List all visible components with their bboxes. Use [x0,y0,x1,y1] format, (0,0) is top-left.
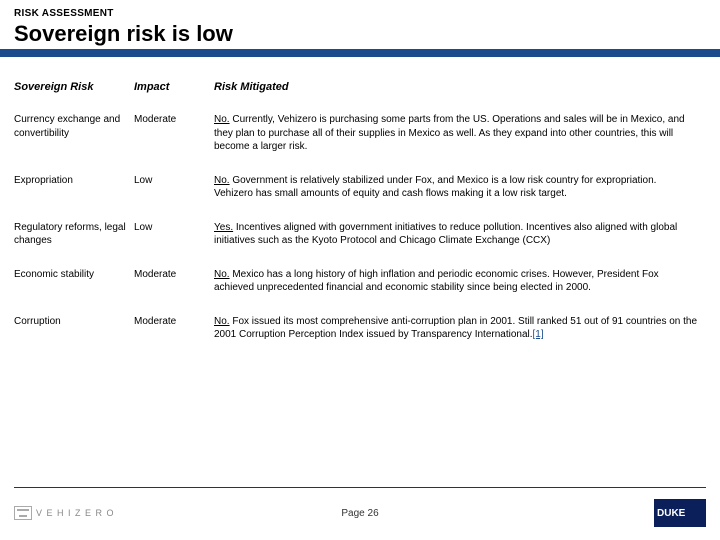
cell-impact: Low [134,211,214,258]
brand-left-text: V E H I Z E R O [36,508,115,518]
col-header-mitigated: Risk Mitigated [214,77,706,103]
cell-mitigated: No. Fox issued its most comprehensive an… [214,305,706,352]
page-title: Sovereign risk is low [14,21,706,47]
cell-impact: Moderate [134,258,214,305]
cell-mitigated: Yes. Incentives aligned with government … [214,211,706,258]
brand-logo-left: V E H I Z E R O [14,506,115,520]
answer-detail: Incentives aligned with government initi… [214,222,677,247]
table-header-row: Sovereign Risk Impact Risk Mitigated [14,77,706,103]
citation-link[interactable]: [1] [533,329,544,340]
answer-detail: Fox issued its most comprehensive anti-c… [214,316,697,341]
answer-detail: Government is relatively stabilized unde… [214,175,656,200]
footer-divider [14,487,706,488]
answer-detail: Mexico has a long history of high inflat… [214,269,659,294]
table-row: Currency exchange and convertibilityMode… [14,103,706,164]
cell-category: Expropriation [14,164,134,211]
answer-label: No. [214,269,230,280]
answer-detail: Currently, Vehizero is purchasing some p… [214,114,685,152]
cell-category: Currency exchange and convertibility [14,103,134,164]
page-number: Page 26 [341,508,378,519]
cell-mitigated: No. Currently, Vehizero is purchasing so… [214,103,706,164]
brand-logo-right: DUKE [654,499,706,527]
cell-mitigated: No. Government is relatively stabilized … [214,164,706,211]
cell-category: Corruption [14,305,134,352]
cell-category: Regulatory reforms, legal changes [14,211,134,258]
table-row: ExpropriationLowNo. Government is relati… [14,164,706,211]
answer-label: Yes. [214,222,233,233]
kicker-text: RISK ASSESSMENT [14,8,706,19]
brand-right-text: DUKE [657,508,703,519]
cell-impact: Moderate [134,103,214,164]
footer: V E H I Z E R O Page 26 DUKE [14,494,706,532]
cell-category: Economic stability [14,258,134,305]
col-header-category: Sovereign Risk [14,77,134,103]
header: RISK ASSESSMENT Sovereign risk is low [0,0,720,47]
answer-label: No. [214,175,230,186]
content-area: Sovereign Risk Impact Risk Mitigated Cur… [0,57,720,352]
vehizero-emblem-icon [14,506,32,520]
risk-table: Sovereign Risk Impact Risk Mitigated Cur… [14,77,706,352]
col-header-impact: Impact [134,77,214,103]
title-underline [0,49,720,57]
table-row: CorruptionModerateNo. Fox issued its mos… [14,305,706,352]
table-row: Regulatory reforms, legal changesLowYes.… [14,211,706,258]
answer-label: No. [214,316,230,327]
cell-impact: Moderate [134,305,214,352]
answer-label: No. [214,114,230,125]
cell-mitigated: No. Mexico has a long history of high in… [214,258,706,305]
table-row: Economic stabilityModerateNo. Mexico has… [14,258,706,305]
cell-impact: Low [134,164,214,211]
